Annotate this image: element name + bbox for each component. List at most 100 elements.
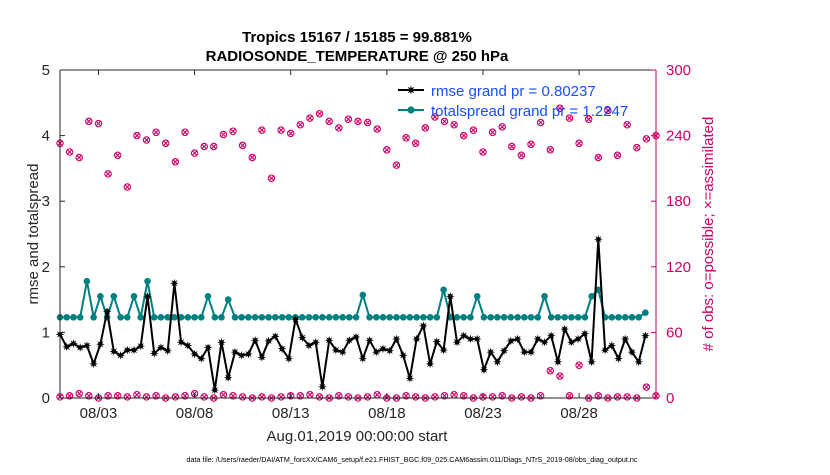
y-left-tick-label: 0 (42, 390, 50, 407)
rmse-point (587, 357, 596, 367)
obs-assimilated-point (287, 130, 294, 137)
obs-assimilated-low-point (76, 390, 83, 397)
obs-possible-point (267, 174, 276, 182)
rmse-point (614, 354, 623, 363)
chart-title-line2: RADIOSONDE_TEMPERATURE @ 250 hPa (206, 48, 509, 65)
obs-possible-point (575, 139, 583, 148)
totalspread-point (76, 314, 84, 321)
obs-assimilated-point (326, 118, 332, 125)
rmse-point (493, 357, 502, 367)
obs-assimilated-point (211, 143, 217, 150)
x-tick-label: 08/08 (176, 405, 214, 422)
obs-possible-point (421, 124, 430, 132)
obs-assimilated-point (605, 107, 611, 114)
obs-possible-low-point (459, 392, 468, 400)
rmse-point (345, 335, 354, 345)
obs-possible-point (623, 120, 631, 129)
totalspread-point (608, 314, 616, 321)
legend-spread-marker (407, 106, 415, 114)
obs-assimilated-low-point (374, 391, 381, 398)
obs-assimilated-point (124, 184, 131, 190)
totalspread-point (305, 314, 313, 321)
totalspread-point (527, 314, 535, 321)
rmse-point (102, 307, 112, 316)
x-axis-label: Aug.01,2019 00:00:00 start (267, 428, 449, 445)
obs-possible-low-point (258, 393, 266, 401)
obs-possible-point (594, 153, 603, 162)
obs-possible-point (65, 148, 74, 156)
obs-assimilated-point (278, 127, 284, 133)
totalspread-point (521, 314, 528, 321)
rmse-point (170, 278, 179, 288)
totalspread-point (319, 314, 326, 321)
obs-assimilated-low-point (499, 393, 505, 399)
obs-assimilated-point (259, 127, 265, 133)
rmse-point (520, 347, 529, 357)
obs-assimilated-point (393, 162, 400, 168)
obs-possible-point (383, 146, 391, 154)
obs-assimilated-point (201, 143, 207, 150)
obs-possible-low-point (277, 393, 285, 401)
rmse-point (89, 359, 98, 369)
obs-possible-low-point (556, 372, 564, 380)
obs-possible-point (479, 148, 487, 156)
obs-assimilated-point (239, 142, 246, 149)
totalspread-point (198, 314, 205, 321)
totalspread-point (426, 314, 434, 321)
totalspread-point (339, 314, 346, 321)
obs-assimilated-low-point (595, 393, 602, 399)
totalspread-point (211, 314, 219, 321)
obs-assimilated-low-point (86, 393, 92, 399)
totalspread-point (150, 314, 158, 321)
obs-possible-low-point (315, 393, 324, 401)
obs-assimilated-low-point (557, 373, 563, 379)
obs-assimilated-point (595, 154, 602, 161)
axes-layer: 08/03 08/08 08/13 08/18 08/23 08/28 0 1 2 3 4 5 0 60 1… (42, 62, 691, 422)
obs-possible-low-point (238, 393, 247, 401)
obs-possible-low-point (363, 393, 372, 401)
rmse-point (567, 337, 576, 347)
obs-possible-point (248, 153, 257, 162)
totalspread-point (554, 314, 562, 321)
obs-possible-point (104, 170, 112, 178)
rmse-point (109, 347, 119, 356)
totalspread-point (70, 314, 77, 321)
totalspread-point (97, 293, 104, 300)
obs-possible-point (508, 142, 516, 151)
obs-possible-point (440, 117, 449, 126)
obs-assimilated-low-point (489, 394, 496, 400)
obs-assimilated-point (316, 110, 323, 117)
obs-possible-point (411, 139, 420, 148)
rmse-point (506, 336, 516, 346)
totalspread-point (615, 314, 622, 321)
obs-assimilated-low-point (114, 393, 121, 399)
obs-possible-low-point (171, 393, 180, 401)
obs-possible-low-point (594, 392, 603, 400)
totalspread-point (406, 314, 414, 321)
obs-possible-point (296, 120, 305, 129)
series-observations (56, 104, 660, 402)
rmse-point (398, 351, 408, 360)
legend: rmse grand pr = 0.80237 totalspread gran… (398, 83, 628, 120)
obs-possible-low-point (536, 392, 545, 400)
y-left-tick-label: 1 (42, 324, 50, 341)
obs-assimilated-point (364, 119, 371, 126)
obs-possible-low-point (335, 392, 343, 400)
obs-assimilated-low-point (364, 394, 371, 400)
rmse-point (526, 347, 536, 357)
obs-assimilated-low-point (345, 394, 352, 400)
rmse-point (378, 344, 388, 354)
obs-assimilated-point (403, 134, 409, 141)
rmse-point (439, 345, 448, 355)
rmse-point (96, 339, 105, 349)
rmse-point (405, 374, 415, 383)
obs-possible-point (488, 128, 497, 137)
totalspread-point (561, 314, 568, 321)
totalspread-point (433, 314, 441, 321)
obs-possible-low-point (517, 393, 526, 401)
obs-assimilated-low-point (66, 393, 73, 399)
obs-possible-low-point (402, 392, 410, 400)
rmse-point (331, 345, 341, 355)
totalspread-line (60, 281, 646, 321)
obs-assimilated-point (162, 140, 169, 147)
